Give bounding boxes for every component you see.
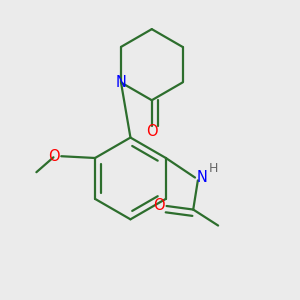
Text: O: O	[48, 149, 59, 164]
Text: O: O	[146, 124, 158, 139]
Text: N: N	[196, 170, 207, 185]
Text: O: O	[153, 199, 165, 214]
Text: H: H	[208, 162, 218, 175]
Text: N: N	[116, 75, 126, 90]
